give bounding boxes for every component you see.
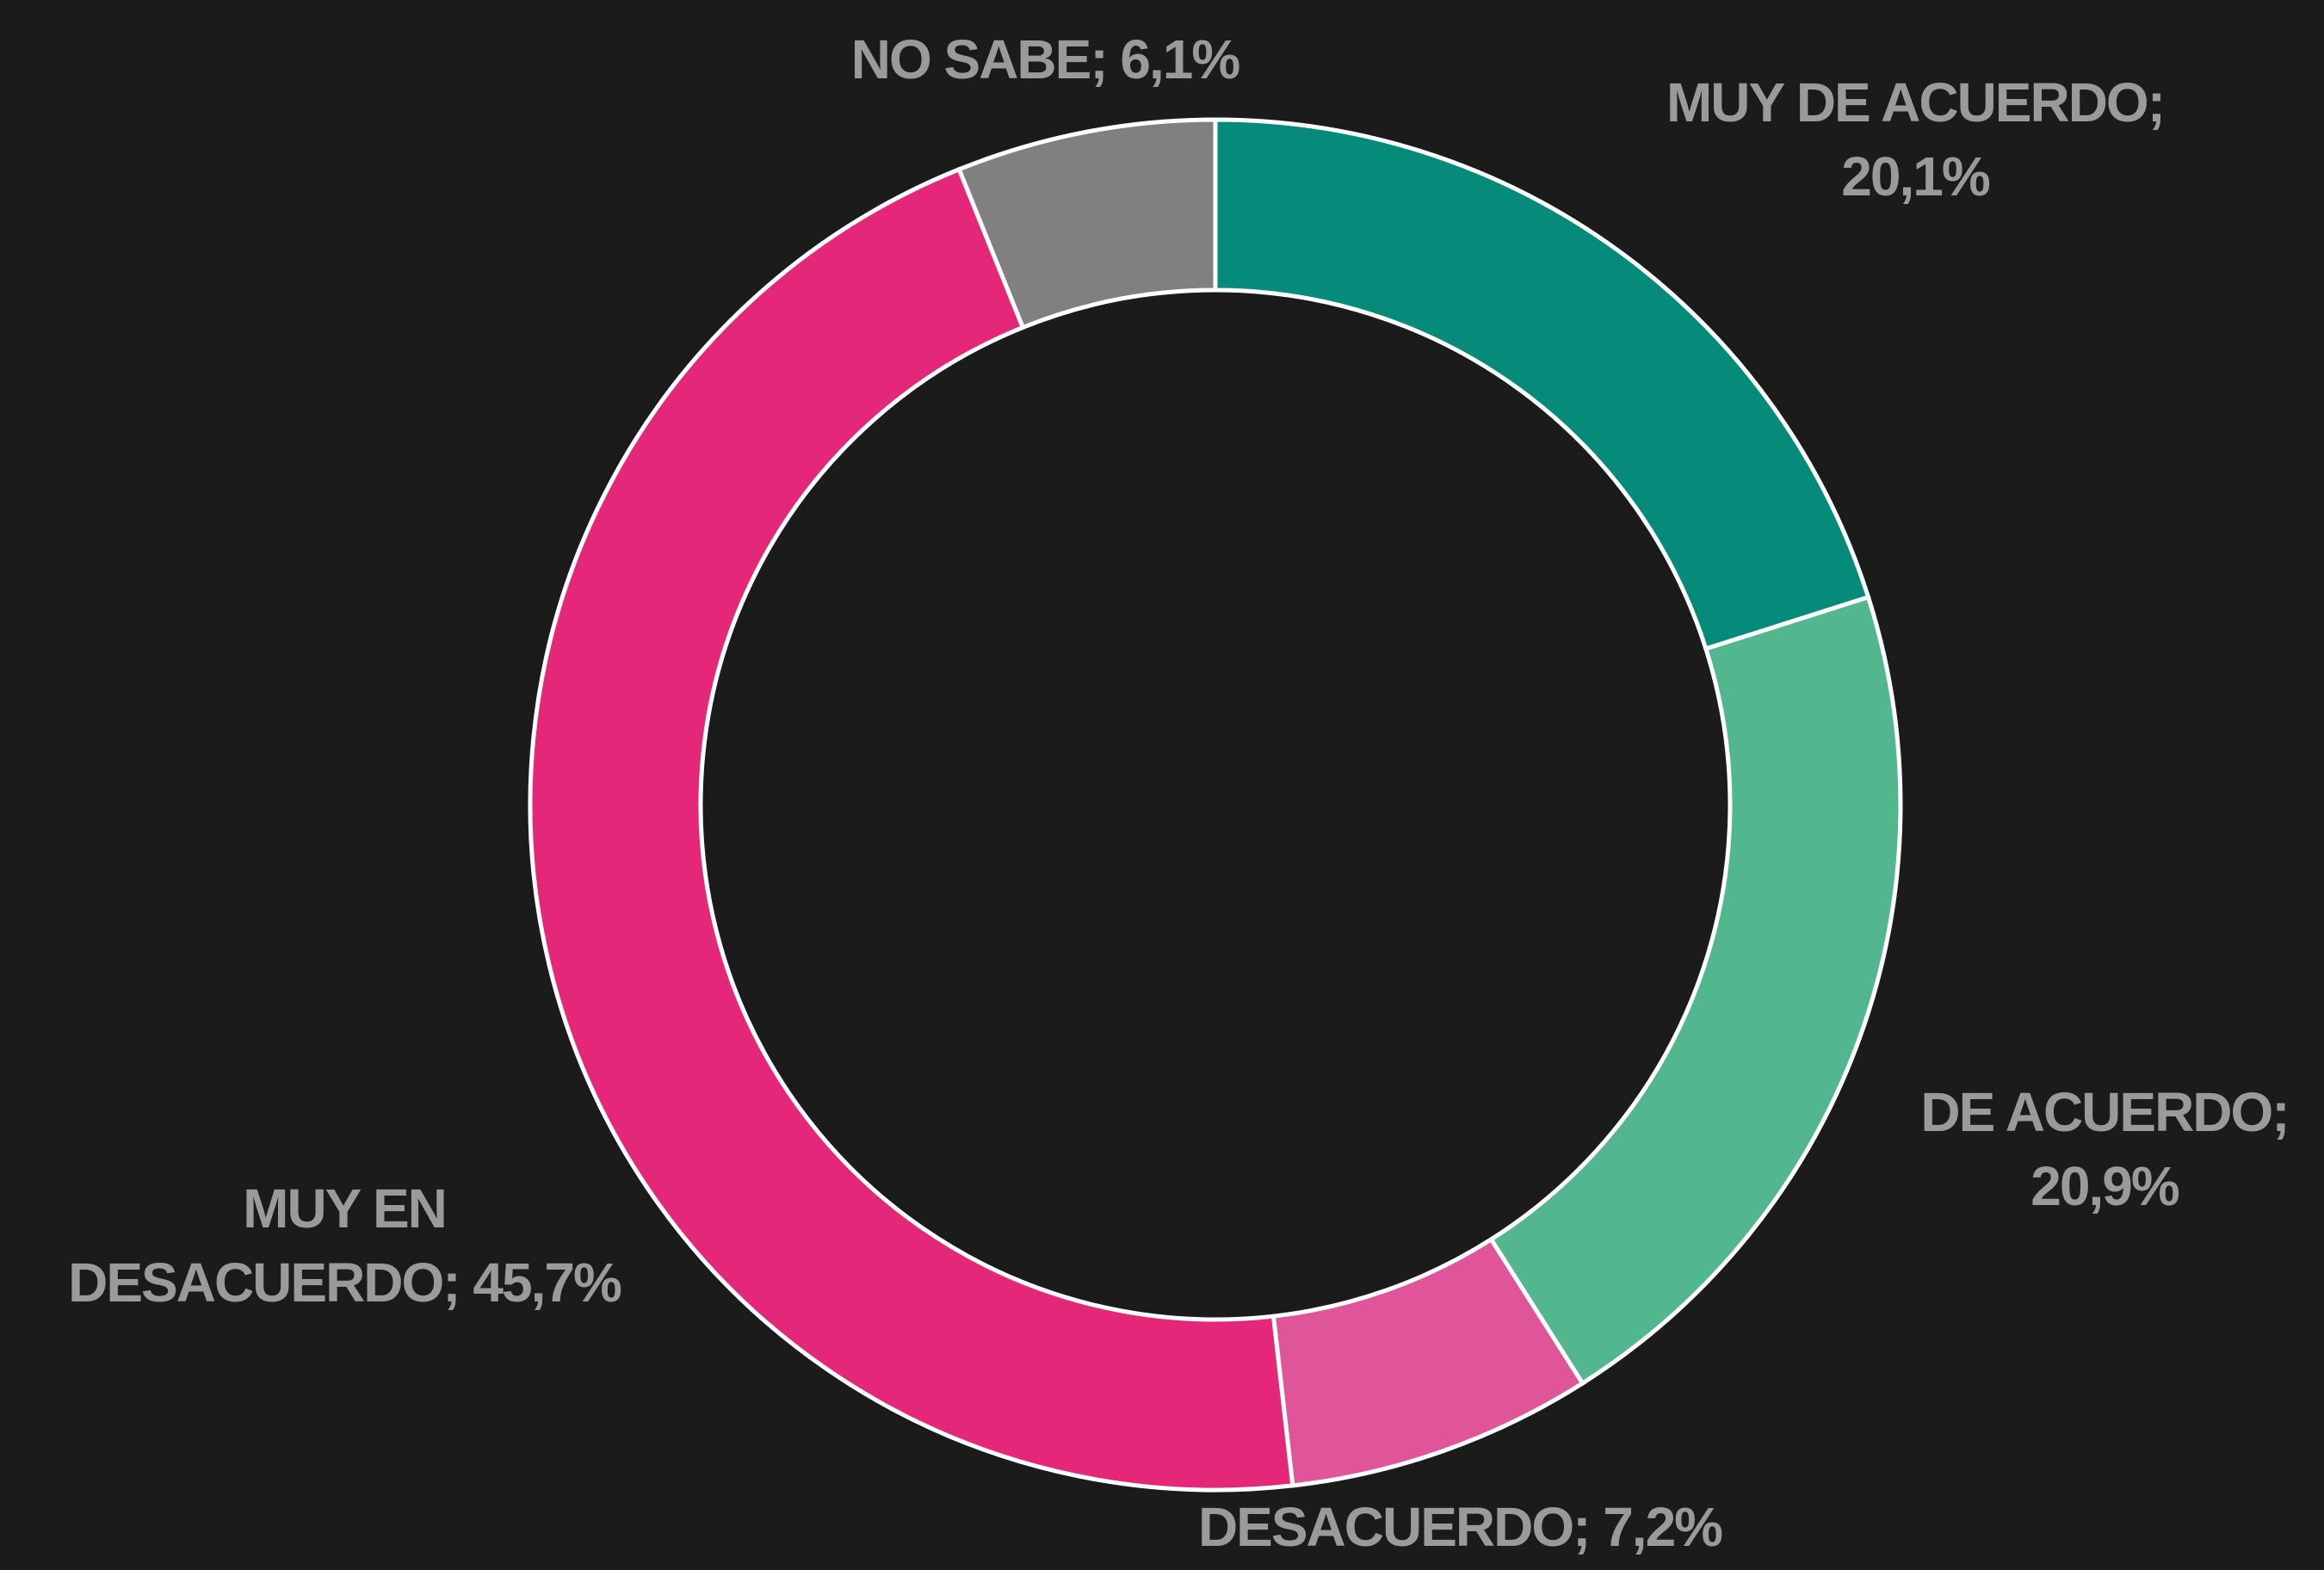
donut-slice — [528, 166, 1295, 1493]
data-label: NO SABE; 6,1% — [851, 28, 1240, 90]
data-label: DESACUERDO; 45,7% — [68, 1252, 621, 1313]
donut-slice — [956, 117, 1218, 331]
donut-slice — [1487, 594, 1903, 1387]
donut-slice — [1213, 117, 1871, 652]
data-label: 20,1% — [1841, 145, 1990, 207]
data-label: MUY EN — [243, 1178, 446, 1239]
data-label: DE ACUERDO; — [1920, 1081, 2288, 1143]
data-label: MUY DE ACUERDO; — [1666, 71, 2164, 133]
data-label: DESACUERDO; 7,2% — [1198, 1496, 1722, 1558]
data-label: 20,9% — [2030, 1155, 2179, 1217]
